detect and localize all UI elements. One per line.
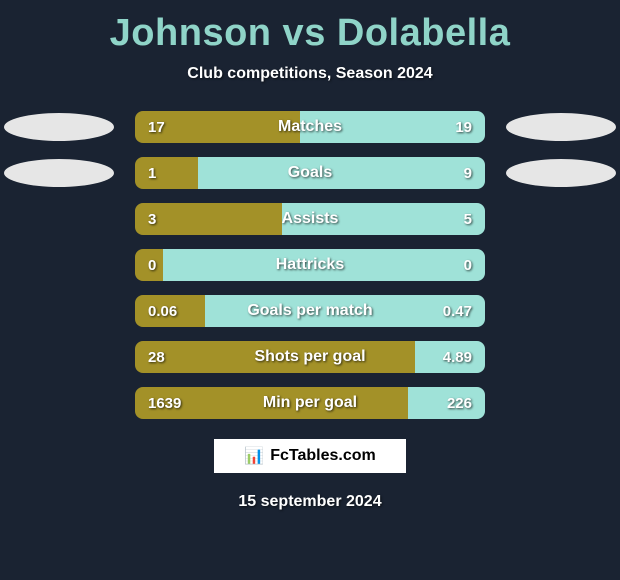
stat-value-right: 19 (455, 111, 472, 143)
stat-value-left: 0 (148, 249, 156, 281)
stat-row: Assists3 5 (0, 203, 620, 235)
subtitle: Club competitions, Season 2024 (0, 65, 620, 83)
stat-value-left: 3 (148, 203, 156, 235)
stat-value-right: 5 (464, 203, 472, 235)
stat-value-left: 1639 (148, 387, 181, 419)
stat-value-left: 1 (148, 157, 156, 189)
stat-bar: Goals per match (135, 295, 485, 327)
page-title: Johnson vs Dolabella (0, 0, 620, 55)
stat-value-right: 0.47 (443, 295, 472, 327)
stat-value-left: 17 (148, 111, 165, 143)
player-badge-right (506, 113, 616, 141)
stat-bar: Goals (135, 157, 485, 189)
stat-value-right: 4.89 (443, 341, 472, 373)
stat-value-right: 9 (464, 157, 472, 189)
stat-rows: Matches1719Goals19Assists35Hattricks00Go… (0, 111, 620, 419)
stat-bar: Hattricks (135, 249, 485, 281)
stat-bar: Shots per goal (135, 341, 485, 373)
chart-icon: 📊 (244, 446, 264, 466)
stat-row: Min per goal1639 226 (0, 387, 620, 419)
stat-bar-right-seg (198, 157, 485, 189)
stat-bar: Matches (135, 111, 485, 143)
stat-bar-left-seg (135, 157, 198, 189)
stat-value-right: 0 (464, 249, 472, 281)
stat-bar: Min per goal (135, 387, 485, 419)
stat-row: Hattricks0 0 (0, 249, 620, 281)
stat-value-right: 226 (447, 387, 472, 419)
stat-bar-right-seg (163, 249, 485, 281)
stat-bar-right-seg (282, 203, 485, 235)
stat-row: Matches17 19 (0, 111, 620, 143)
stat-row: Shots per goal28 4.89 (0, 341, 620, 373)
stat-row: Goals1 9 (0, 157, 620, 189)
stat-row: Goals per match0.06 0.47 (0, 295, 620, 327)
stat-bar: Assists (135, 203, 485, 235)
player-badge-left (4, 159, 114, 187)
brand-text: FcTables.com (270, 447, 376, 465)
stat-bar-left-seg (135, 341, 415, 373)
stat-value-left: 28 (148, 341, 165, 373)
brand-logo: 📊 FcTables.com (212, 437, 408, 475)
report-date: 15 september 2024 (0, 493, 620, 511)
stat-value-left: 0.06 (148, 295, 177, 327)
player-badge-left (4, 113, 114, 141)
player-badge-right (506, 159, 616, 187)
stat-bar-left-seg (135, 203, 282, 235)
